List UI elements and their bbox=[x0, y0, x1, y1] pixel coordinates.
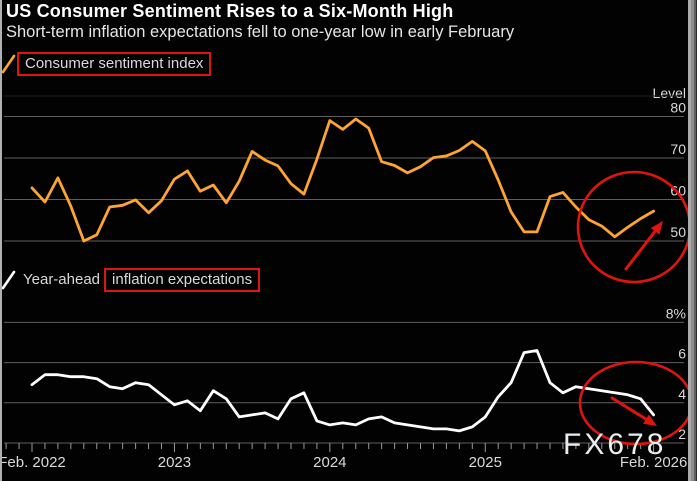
legend-inflation-expectations: Year-ahead inflation expectations bbox=[1, 268, 261, 292]
orange-line-legend-icon bbox=[1, 54, 16, 74]
chart-subtitle: Short-term inflation expectations fell t… bbox=[6, 23, 515, 41]
sentiment-recent-rise-arrow-shaft bbox=[624, 229, 657, 271]
y-tick-label: 70 bbox=[670, 141, 686, 157]
x-tick-label: 2025 bbox=[469, 454, 502, 471]
y-tick-label: 2 bbox=[678, 426, 686, 442]
y-tick-label: 50 bbox=[670, 224, 686, 240]
inflation-recent-fall-arrow-head bbox=[643, 414, 657, 426]
legend-label-year-ahead: Year-ahead bbox=[23, 271, 101, 288]
sentiment-line bbox=[30, 117, 655, 243]
x-tick-label: 2024 bbox=[313, 454, 346, 471]
x-tick-label: 2023 bbox=[158, 454, 191, 471]
inflation-recent-fall-arrow-shaft bbox=[610, 396, 648, 421]
inflation-line bbox=[30, 349, 655, 433]
x-tick-label: Feb. 2022 bbox=[0, 454, 66, 471]
legend-consumer-sentiment: Consumer sentiment index bbox=[1, 52, 212, 76]
x-tick-label: Feb. 2026 bbox=[620, 454, 688, 471]
sentiment-recent-rise-arrow-head bbox=[650, 221, 663, 235]
y-axis-unit-label: Level bbox=[653, 85, 686, 101]
y-tick-label: 4 bbox=[678, 386, 686, 402]
window-left-edge bbox=[0, 0, 2, 481]
window-right-edge bbox=[688, 0, 697, 481]
y-tick-label: 8% bbox=[666, 305, 686, 321]
legend-label-consumer-sentiment: Consumer sentiment index bbox=[17, 52, 212, 76]
watermark-fx678: FX678 bbox=[563, 428, 667, 461]
legend-label-inflation-expectations: inflation expectations bbox=[104, 268, 261, 292]
white-line-legend-icon bbox=[1, 270, 16, 290]
y-tick-label: 60 bbox=[670, 183, 686, 199]
y-tick-label: 6 bbox=[678, 346, 686, 362]
chart-title: US Consumer Sentiment Rises to a Six-Mon… bbox=[6, 1, 454, 21]
y-tick-label: 80 bbox=[670, 100, 686, 116]
